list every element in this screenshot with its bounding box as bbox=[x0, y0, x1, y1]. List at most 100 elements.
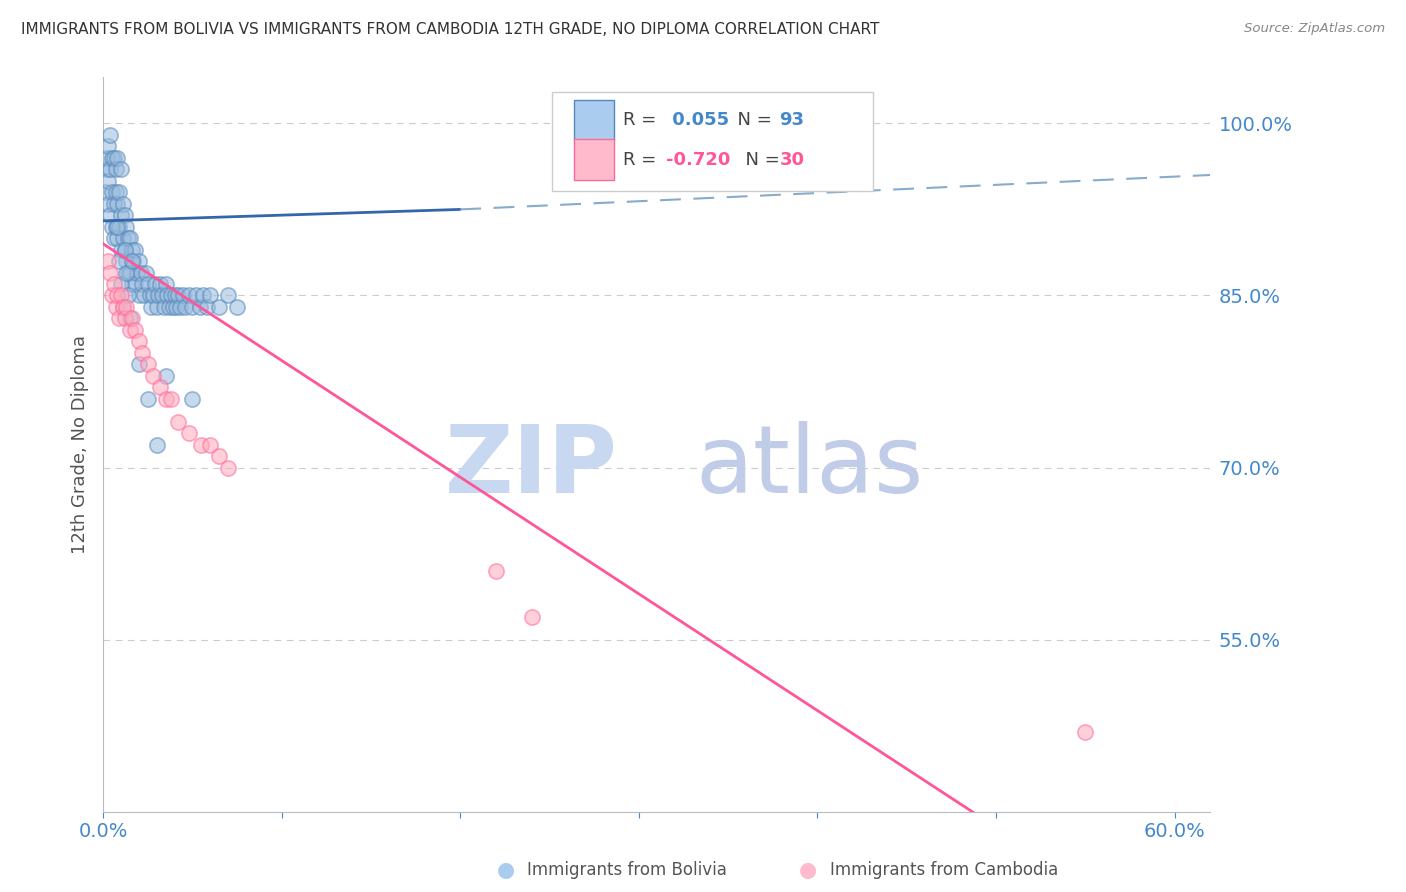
Point bbox=[149, 277, 172, 291]
Text: ●: ● bbox=[800, 860, 817, 880]
Text: 30: 30 bbox=[779, 151, 804, 169]
Point bbox=[111, 300, 134, 314]
Text: Source: ZipAtlas.com: Source: ZipAtlas.com bbox=[1244, 22, 1385, 36]
Point bbox=[98, 266, 121, 280]
Point bbox=[114, 243, 136, 257]
Point bbox=[110, 288, 132, 302]
Point bbox=[108, 219, 131, 234]
Point bbox=[124, 277, 146, 291]
Text: Immigrants from Bolivia: Immigrants from Bolivia bbox=[527, 861, 727, 879]
Point bbox=[108, 254, 131, 268]
Point bbox=[155, 368, 177, 383]
Point bbox=[98, 128, 121, 142]
Point bbox=[135, 266, 157, 280]
Point bbox=[1074, 724, 1097, 739]
Text: N =: N = bbox=[734, 151, 786, 169]
Point bbox=[114, 208, 136, 222]
Point bbox=[111, 231, 134, 245]
Point bbox=[155, 277, 177, 291]
Point bbox=[97, 196, 120, 211]
Point bbox=[107, 219, 129, 234]
Point bbox=[217, 288, 239, 302]
Point bbox=[128, 334, 150, 349]
Point bbox=[155, 392, 177, 406]
Point bbox=[131, 346, 153, 360]
Point bbox=[160, 288, 183, 302]
Point bbox=[114, 311, 136, 326]
Point bbox=[134, 288, 156, 302]
Point bbox=[101, 151, 124, 165]
Point bbox=[174, 300, 197, 314]
Point bbox=[184, 288, 207, 302]
Point bbox=[117, 288, 139, 302]
Point bbox=[103, 196, 125, 211]
Point bbox=[190, 438, 212, 452]
Point bbox=[169, 300, 191, 314]
Point bbox=[153, 300, 176, 314]
Point bbox=[136, 357, 159, 371]
Point bbox=[101, 185, 124, 199]
Point bbox=[177, 426, 200, 441]
Point bbox=[96, 151, 118, 165]
Point bbox=[101, 219, 124, 234]
Point bbox=[125, 266, 148, 280]
Point bbox=[115, 254, 138, 268]
Point bbox=[107, 288, 129, 302]
Text: IMMIGRANTS FROM BOLIVIA VS IMMIGRANTS FROM CAMBODIA 12TH GRADE, NO DIPLOMA CORRE: IMMIGRANTS FROM BOLIVIA VS IMMIGRANTS FR… bbox=[21, 22, 880, 37]
Point bbox=[200, 288, 222, 302]
Point bbox=[121, 254, 143, 268]
Point bbox=[145, 438, 167, 452]
Point bbox=[188, 300, 211, 314]
Point bbox=[142, 368, 165, 383]
Text: N =: N = bbox=[727, 112, 778, 129]
Point bbox=[128, 254, 150, 268]
Point bbox=[141, 300, 163, 314]
Point bbox=[208, 300, 231, 314]
Point bbox=[94, 185, 117, 199]
Text: ●: ● bbox=[498, 860, 515, 880]
Point bbox=[115, 266, 138, 280]
Text: -0.720: -0.720 bbox=[665, 151, 730, 169]
Point bbox=[157, 300, 180, 314]
FancyBboxPatch shape bbox=[574, 139, 613, 180]
Point bbox=[138, 288, 160, 302]
Y-axis label: 12th Grade, No Diploma: 12th Grade, No Diploma bbox=[72, 335, 89, 554]
Point bbox=[96, 162, 118, 177]
Point bbox=[181, 392, 204, 406]
Point bbox=[131, 277, 153, 291]
Point bbox=[110, 277, 132, 291]
Point bbox=[108, 311, 131, 326]
Point bbox=[118, 231, 141, 245]
Point bbox=[167, 415, 190, 429]
Point bbox=[104, 185, 127, 199]
Point bbox=[181, 300, 204, 314]
FancyBboxPatch shape bbox=[574, 100, 613, 141]
Text: R =: R = bbox=[623, 151, 662, 169]
Point bbox=[149, 380, 172, 394]
Point bbox=[121, 311, 143, 326]
Point bbox=[115, 300, 138, 314]
Point bbox=[98, 208, 121, 222]
Point bbox=[226, 300, 249, 314]
Point bbox=[107, 151, 129, 165]
Point bbox=[217, 460, 239, 475]
Point bbox=[163, 288, 186, 302]
Point bbox=[160, 392, 183, 406]
Point bbox=[110, 208, 132, 222]
Point bbox=[118, 323, 141, 337]
Point bbox=[129, 266, 152, 280]
Point bbox=[156, 288, 179, 302]
Point bbox=[114, 243, 136, 257]
Point bbox=[108, 185, 131, 199]
Point bbox=[98, 162, 121, 177]
Point bbox=[107, 231, 129, 245]
Point bbox=[117, 231, 139, 245]
Text: 0.055: 0.055 bbox=[665, 112, 728, 129]
Point bbox=[124, 243, 146, 257]
Text: Immigrants from Cambodia: Immigrants from Cambodia bbox=[830, 861, 1057, 879]
FancyBboxPatch shape bbox=[551, 92, 873, 191]
Point bbox=[167, 288, 190, 302]
Point bbox=[145, 300, 167, 314]
Point bbox=[162, 300, 184, 314]
Point bbox=[111, 196, 134, 211]
